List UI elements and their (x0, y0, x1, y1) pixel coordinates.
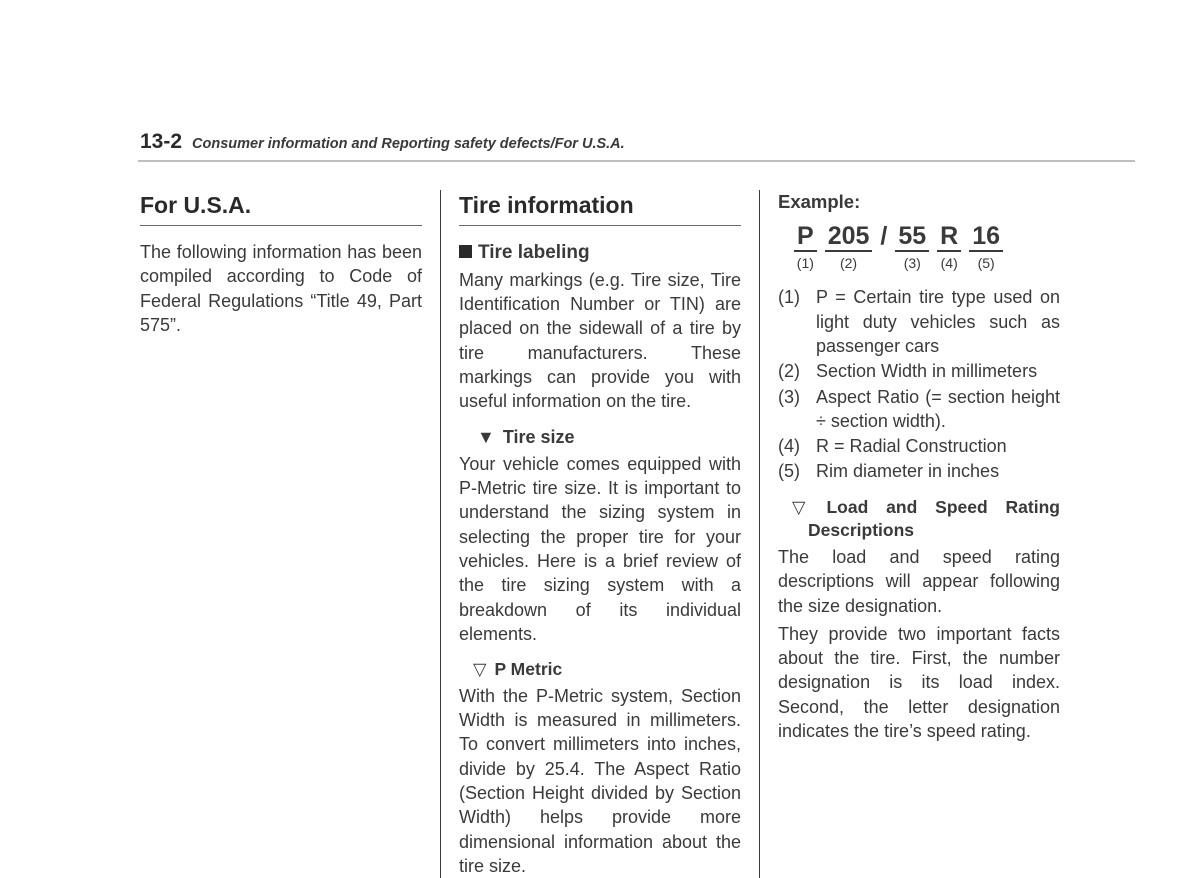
tire-seg-5-value: 16 (969, 223, 1003, 253)
def-2: (2)Section Width in millimeters (778, 359, 1060, 383)
tire-seg-5-ref: (5) (969, 254, 1003, 273)
manual-page: 13-2 Consumer information and Reporting … (0, 0, 1200, 863)
triangle-down-icon: ▼ (477, 427, 495, 447)
tire-seg-5: 16 (5) (969, 223, 1003, 273)
tire-size-paragraph: Your vehicle comes equipped with P-Metri… (459, 452, 741, 646)
tire-labeling-paragraph: Many markings (e.g. Tire size, Tire Iden… (459, 268, 741, 414)
tire-seg-4: R (4) (937, 223, 961, 273)
load-speed-paragraph-2: They provide two important facts about t… (778, 622, 1060, 743)
subheading-text: P Metric (494, 659, 562, 679)
column-1: For U.S.A. The following information has… (140, 190, 441, 878)
def-1-num: (1) (778, 285, 816, 358)
def-2-text: Section Width in millimeters (816, 359, 1060, 383)
triangle-outline-icon: ▽ (473, 659, 486, 679)
def-5-num: (5) (778, 459, 816, 483)
subheading-text: Tire size (503, 427, 575, 447)
def-1-text: P = Certain tire type used on light duty… (816, 285, 1060, 358)
tire-seg-4-ref: (4) (937, 254, 961, 273)
def-5-text: Rim diameter in inches (816, 459, 1060, 483)
subheading-p-metric: ▽ P Metric (459, 658, 741, 682)
tire-seg-2: 205 (2) (825, 223, 873, 273)
tire-seg-4-value: R (937, 223, 961, 253)
tire-seg-1-ref: (1) (794, 254, 817, 273)
load-speed-paragraph-1: The load and speed rating descriptions w… (778, 545, 1060, 618)
subheading-tire-labeling: Tire labeling (459, 240, 741, 266)
page-header: 13-2 Consumer information and Reporting … (140, 130, 1060, 154)
def-4-num: (4) (778, 434, 816, 458)
def-4-text: R = Radial Construction (816, 434, 1060, 458)
def-3: (3)Aspect Ratio (= section height ÷ sect… (778, 385, 1060, 434)
example-label: Example: (778, 190, 1060, 215)
column-2: Tire information Tire labeling Many mark… (441, 190, 760, 878)
page-number: 13-2 (140, 130, 182, 154)
tire-seg-3-ref: (3) (895, 254, 929, 273)
p-metric-paragraph: With the P-Metric system, Section Width … (459, 684, 741, 878)
tire-seg-3: 55 (3) (895, 223, 929, 273)
subheading-load-speed: ▽Load and Speed Rating Descriptions (778, 496, 1060, 543)
content-columns: For U.S.A. The following information has… (140, 190, 1060, 878)
def-3-num: (3) (778, 385, 816, 434)
section-title-usa: For U.S.A. (140, 190, 422, 226)
chapter-title: Consumer information and Reporting safet… (192, 136, 625, 152)
usa-paragraph: The following information has been compi… (140, 240, 422, 337)
def-5: (5)Rim diameter in inches (778, 459, 1060, 483)
triangle-outline-icon: ▽ (792, 497, 818, 517)
tire-slash: / (880, 223, 887, 251)
def-4: (4)R = Radial Construction (778, 434, 1060, 458)
tire-seg-1-value: P (794, 223, 817, 253)
square-bullet-icon (459, 245, 472, 258)
def-1: (1)P = Certain tire type used on light d… (778, 285, 1060, 358)
tire-seg-2-value: 205 (825, 223, 873, 253)
tire-seg-1: P (1) (794, 223, 817, 273)
tire-seg-2-ref: (2) (825, 254, 873, 273)
column-3: Example: P (1) 205 (2) / 55 (3) R (4) (760, 190, 1060, 878)
tire-seg-3-value: 55 (895, 223, 929, 253)
subheading-text: Tire labeling (478, 242, 590, 263)
def-3-text: Aspect Ratio (= section height ÷ section… (816, 385, 1060, 434)
section-title-tire-info: Tire information (459, 190, 741, 226)
subheading-text: Load and Speed Rating Descriptions (808, 497, 1060, 541)
tire-size-example: P (1) 205 (2) / 55 (3) R (4) 16 (778, 223, 1060, 273)
def-2-num: (2) (778, 359, 816, 383)
subheading-tire-size: ▼ Tire size (459, 425, 741, 449)
header-rule (138, 160, 1135, 162)
tire-definition-list: (1)P = Certain tire type used on light d… (778, 285, 1060, 483)
